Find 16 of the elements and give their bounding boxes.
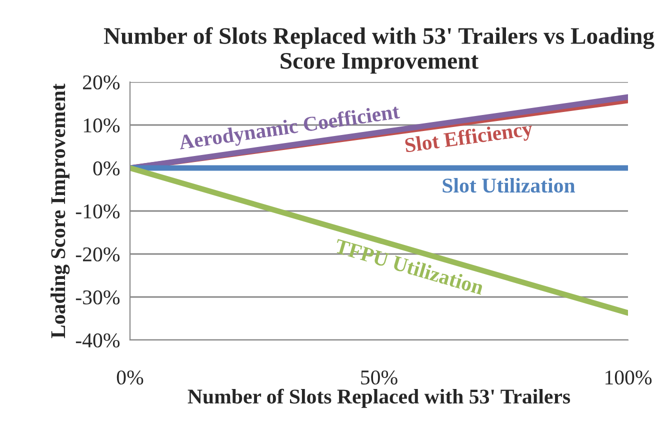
text: Aerodynamic Coefficient bbox=[178, 103, 401, 154]
text: Slot Efficiency bbox=[404, 120, 534, 157]
y-tick-label: 0% bbox=[93, 161, 120, 176]
y-tick-label: -20% bbox=[76, 247, 120, 262]
y-tick-label: 10% bbox=[84, 118, 120, 132]
y-tick-label: -10% bbox=[76, 204, 120, 218]
y-tick-label: 20% bbox=[83, 75, 120, 90]
x-axis-title: Number of Slots Replaced with 53' Trailers bbox=[188, 388, 570, 408]
y-axis-title: Loading Score Improvement bbox=[50, 84, 70, 338]
x-tick-label: 0% bbox=[116, 370, 144, 385]
y-tick-label: -30% bbox=[76, 290, 120, 304]
x-tick-label: 100% bbox=[606, 370, 652, 385]
x-tick-label: 50% bbox=[361, 370, 398, 385]
y-tick-label: -40% bbox=[76, 333, 120, 348]
series-label: Slot Utilization bbox=[442, 178, 576, 193]
chart-title: Number of Slots Replaced with 53' Trailers vs Loading Score Improvement bbox=[104, 27, 654, 74]
